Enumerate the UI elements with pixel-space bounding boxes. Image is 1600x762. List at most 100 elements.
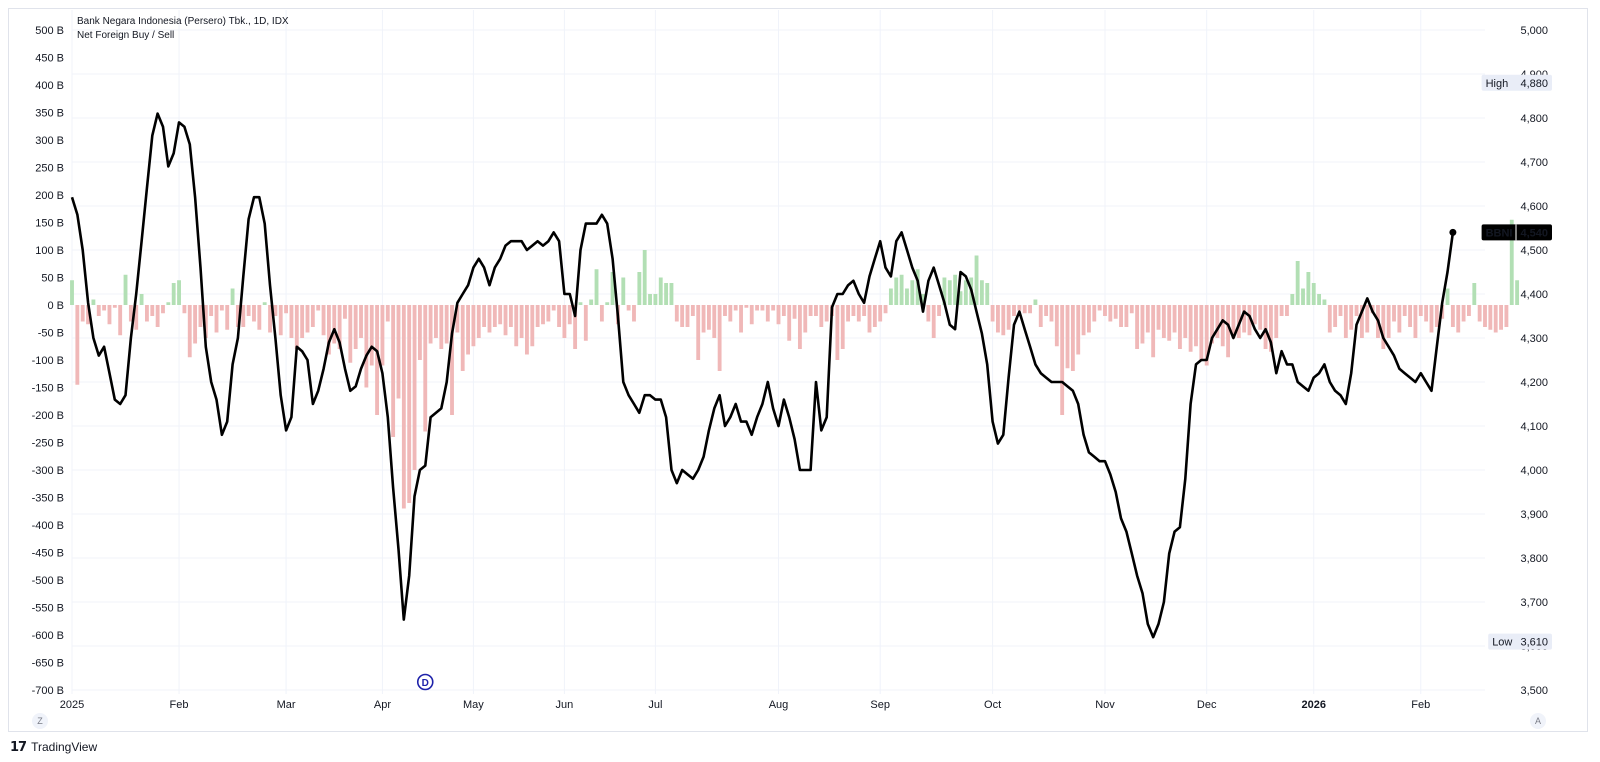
net-sell-bar — [1038, 305, 1043, 327]
net-sell-bar — [1161, 305, 1166, 338]
net-sell-bar — [1172, 305, 1177, 333]
net-sell-bar — [396, 305, 401, 399]
net-sell-bar — [407, 305, 412, 503]
net-sell-bar — [316, 305, 321, 311]
net-sell-bar — [80, 305, 85, 322]
net-sell-bar — [305, 305, 310, 333]
net-buy-bar — [985, 283, 990, 305]
left-axis-tick-label: 100 B — [35, 245, 64, 257]
net-sell-bar — [1103, 305, 1107, 316]
net-sell-bar — [744, 305, 749, 308]
chart-canvas[interactable]: 500 B 450 B 400 B 350 B 300 B 250 B 200 B 150 B… — [0, 0, 1600, 736]
left-axis-tick-label: -700 B — [32, 685, 64, 697]
left-axis-tick-label: 350 B — [35, 108, 64, 120]
net-sell-bar — [535, 305, 540, 327]
dividend-marker-circle — [416, 673, 434, 691]
net-sell-bar — [1413, 305, 1418, 338]
price-badges: High 4,880 Low 3,610 BBNI 4,540 — [1481, 74, 1552, 650]
net-sell-bar — [198, 305, 203, 327]
price-line[interactable] — [70, 112, 1455, 639]
net-sell-bar — [278, 305, 283, 336]
net-sell-bar — [1081, 305, 1086, 336]
net-sell-bar — [755, 305, 760, 311]
net-sell-bar — [851, 305, 856, 316]
tradingview-brand[interactable]: 17 TradingView — [10, 737, 97, 757]
high-badge-bg — [1481, 74, 1552, 91]
left-axis-tick-label: -600 B — [32, 630, 64, 642]
net-sell-bar — [1140, 305, 1145, 344]
net-sell-bar — [1343, 305, 1348, 338]
left-axis-tick-label: 200 B — [35, 190, 64, 202]
net-sell-bar — [1402, 305, 1407, 316]
right-axis-tick-label: 3,800 — [1520, 553, 1548, 565]
net-sell-bar — [690, 305, 695, 316]
net-buy-bar — [1515, 280, 1520, 305]
net-sell-bar — [1119, 305, 1123, 327]
net-sell-bar — [252, 305, 256, 322]
chart-legend: Bank Negara Indonesia (Persero) Tbk., 1D… — [77, 16, 289, 41]
net-sell-bar — [1017, 305, 1022, 311]
net-sell-bar — [1226, 305, 1231, 358]
net-buy-bar — [70, 280, 74, 305]
net-sell-bar — [514, 305, 519, 347]
tradingview-logo-icon: 17 — [10, 739, 27, 755]
auto-scale-button[interactable]: A — [1530, 713, 1546, 729]
net-sell-bar — [235, 305, 240, 327]
net-buy-bar — [963, 280, 968, 305]
net-sell-bar — [455, 305, 460, 333]
net-sell-bar — [187, 305, 192, 358]
net-sell-bar — [492, 305, 497, 327]
net-sell-bar — [487, 305, 492, 333]
net-sell-bar — [1247, 305, 1252, 336]
low-badge: Low 3,610 — [1488, 633, 1552, 650]
net-sell-bar — [1012, 305, 1016, 316]
net-sell-bar — [326, 305, 331, 355]
net-buy-bar — [888, 288, 893, 305]
net-sell-bar — [1183, 305, 1188, 338]
brand-name: TradingView — [31, 740, 98, 754]
net-sell-bar — [1268, 305, 1273, 352]
chart-frame — [8, 8, 1588, 732]
net-buy-bar — [123, 274, 128, 305]
net-sell-bar — [701, 305, 706, 333]
net-sell-bar — [546, 305, 551, 322]
timezone-button[interactable]: Z — [32, 713, 48, 729]
net-buy-bar — [664, 283, 669, 305]
net-sell-bar — [1113, 305, 1118, 319]
low-badge-bg — [1488, 633, 1552, 650]
net-sell-bar — [450, 305, 454, 415]
net-sell-bar — [75, 305, 80, 385]
net-sell-bar — [1285, 305, 1289, 316]
net-buy-bar — [953, 274, 958, 305]
left-axis-tick-label: 150 B — [35, 218, 64, 230]
dividend-event-marker[interactable]: D — [416, 673, 434, 691]
net-sell-bar — [246, 305, 251, 316]
time-axis-tick-label: Oct — [984, 699, 1001, 711]
right-axis: 5,0004,9004,8004,7004,6004,5004,4004,300… — [1520, 25, 1548, 697]
net-sell-bar — [1092, 305, 1097, 322]
left-axis-tick-label: 450 B — [35, 53, 64, 65]
net-sell-bar — [1070, 305, 1075, 371]
net-sell-bar — [1210, 305, 1214, 344]
net-sell-bar — [1365, 305, 1370, 333]
net-sell-bar — [626, 305, 631, 311]
net-sell-bar — [931, 305, 936, 338]
right-axis-tick-label: 5,000 — [1520, 25, 1548, 37]
left-axis-tick-label: -150 B — [32, 383, 64, 395]
net-sell-bar — [1151, 305, 1156, 358]
net-buy-bar — [171, 283, 176, 305]
net-foreign-bars — [70, 219, 1520, 509]
net-sell-bar — [867, 305, 872, 333]
time-axis-tick-label: 2026 — [1301, 699, 1325, 711]
net-sell-bar — [1167, 305, 1172, 341]
right-axis-tick-label: 4,700 — [1520, 157, 1548, 169]
net-buy-bar — [589, 299, 594, 305]
net-sell-bar — [300, 305, 305, 338]
net-sell-bar — [112, 305, 117, 308]
net-buy-bar — [610, 272, 615, 305]
net-sell-bar — [717, 305, 722, 371]
right-axis-tick-label: 4,200 — [1520, 377, 1548, 389]
net-sell-bar — [1258, 305, 1263, 330]
net-buy-bar — [942, 277, 947, 305]
right-axis-tick-label: 4,600 — [1520, 201, 1548, 213]
